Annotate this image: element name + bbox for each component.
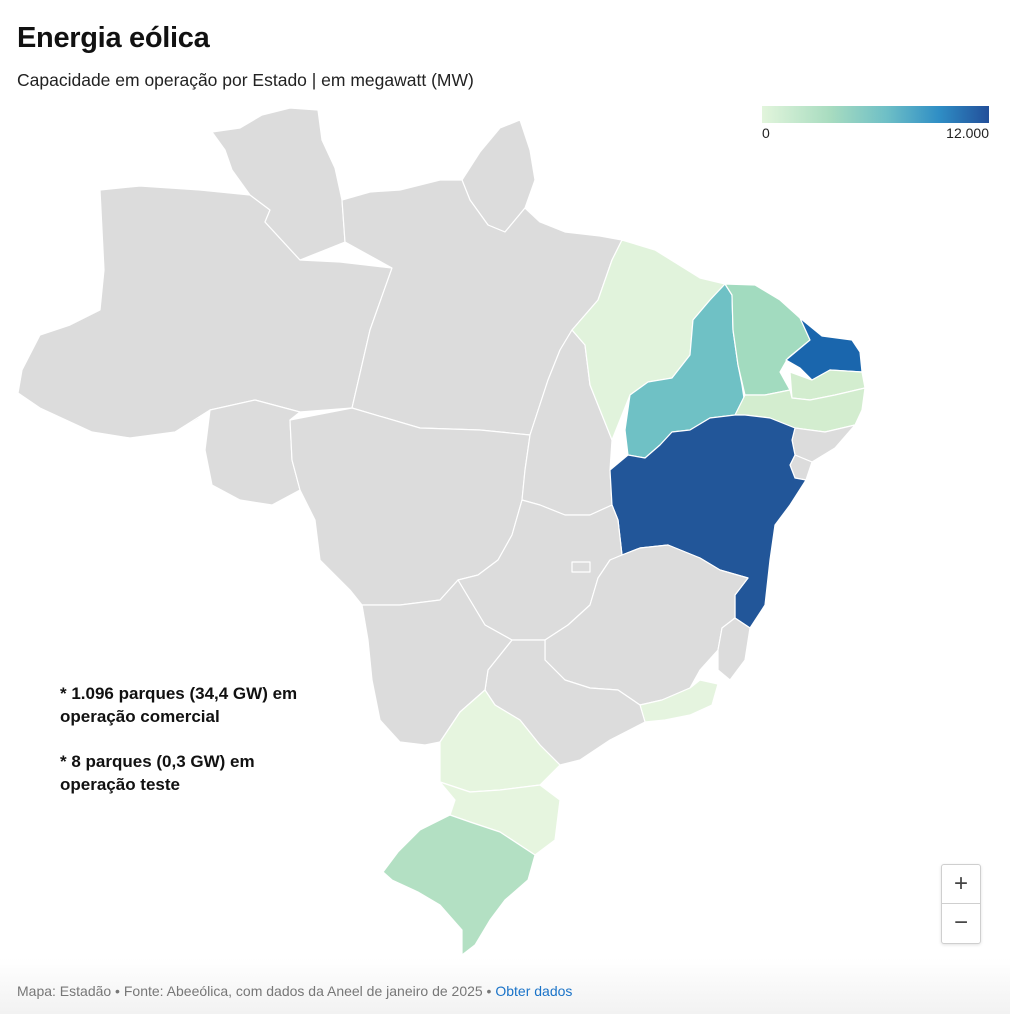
state-sc[interactable] xyxy=(439,781,561,856)
notes-annotation: * 1.096 parques (34,4 GW) em operação co… xyxy=(60,682,330,818)
note-commercial-operation: * 1.096 parques (34,4 GW) em operação co… xyxy=(60,684,298,726)
map-subtitle: Capacidade em operação por Estado | em m… xyxy=(17,70,474,90)
zoom-in-button[interactable]: + xyxy=(953,870,968,897)
state-df[interactable] xyxy=(571,561,591,573)
zoom-controls: + − xyxy=(941,864,981,944)
legend-max-label: 12.000 xyxy=(946,125,989,141)
state-es[interactable] xyxy=(717,617,751,681)
map-title: Energia eólica xyxy=(17,22,210,54)
legend-min-label: 0 xyxy=(762,125,770,141)
footer-credit: Mapa: Estadão • Fonte: Abeeólica, com da… xyxy=(17,983,496,999)
brazil-choropleth-map[interactable] xyxy=(0,100,1010,960)
state-pr[interactable] xyxy=(439,689,561,793)
legend-gradient-bar xyxy=(762,106,989,123)
get-data-link[interactable]: Obter dados xyxy=(495,983,573,999)
note-test-operation: * 8 parques (0,3 GW) em operação teste xyxy=(60,752,255,794)
state-rs[interactable] xyxy=(382,814,536,956)
zoom-out-button[interactable]: − xyxy=(942,903,980,942)
color-legend: 0 12.000 xyxy=(762,106,989,143)
state-rj[interactable] xyxy=(639,679,719,723)
state-ro[interactable] xyxy=(204,399,301,506)
footer: Mapa: Estadão • Fonte: Abeeólica, com da… xyxy=(0,958,1010,1014)
state-ce[interactable] xyxy=(724,283,811,396)
